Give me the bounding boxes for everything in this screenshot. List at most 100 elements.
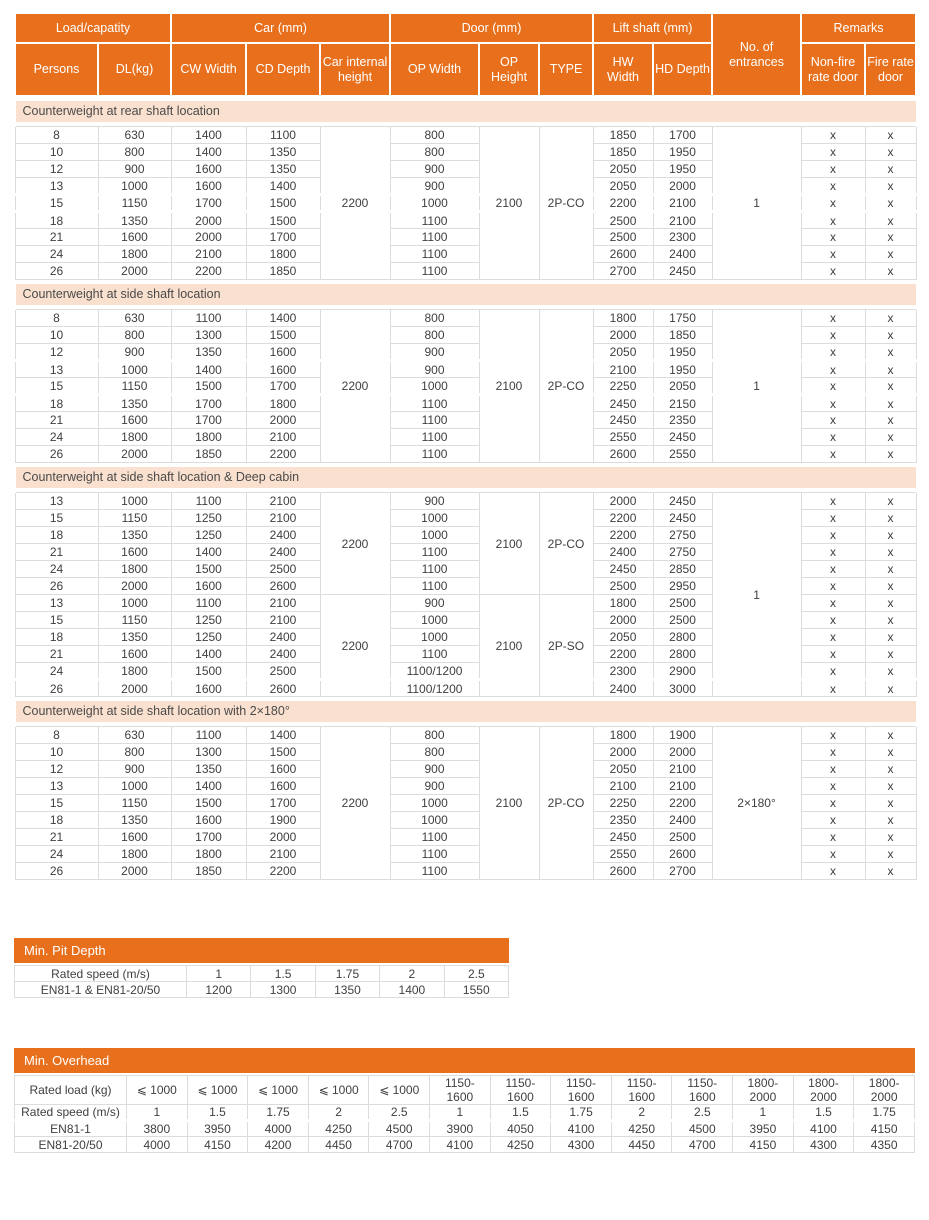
- value-cell: 2: [379, 965, 445, 982]
- cell-hw-width: 2100: [592, 360, 654, 378]
- column-header: CW Width: [170, 42, 248, 97]
- cell-cw-width: 1500: [170, 662, 247, 681]
- value-cell: 1800-2000: [732, 1075, 794, 1105]
- cell-cw-width: 1250: [170, 526, 247, 544]
- cell-op-width: 900: [389, 777, 480, 795]
- column-header: OP Height: [478, 42, 541, 97]
- cell-persons: 15: [14, 194, 99, 213]
- value-cell: 4100: [429, 1136, 491, 1153]
- cell-cd-depth: 2200: [245, 862, 321, 880]
- cell-cd-depth: 1700: [245, 228, 321, 246]
- cell-cd-depth: 1350: [245, 143, 321, 161]
- cell-hw-width: 2100: [592, 777, 654, 795]
- cell-op-width: 1100: [389, 245, 480, 263]
- cell-cd-depth: 2100: [245, 611, 321, 629]
- min-overhead-section: Min. Overhead Rated load (kg) ⩽ 1000 ⩽ 100…: [14, 1048, 915, 1153]
- column-header: Fire rate door: [864, 42, 918, 97]
- cell-hw-width: 2050: [592, 160, 654, 178]
- cell-hw-width: 1800: [592, 309, 654, 327]
- cell-door-type: 2P-SO: [538, 594, 594, 697]
- cell-hw-width: 1800: [592, 726, 654, 744]
- cell-op-width: 1100/1200: [389, 662, 480, 681]
- cell-cw-width: 2000: [170, 211, 247, 229]
- column-header: HW Width: [592, 42, 655, 97]
- cell-dl: 1800: [97, 845, 172, 863]
- cell-dl: 1150: [97, 794, 172, 812]
- cell-cw-width: 2200: [170, 262, 247, 280]
- value-cell: 1150-1600: [489, 1075, 552, 1105]
- cell-hw-width: 2450: [592, 560, 654, 578]
- row-label: EN81-20/50: [14, 1136, 127, 1153]
- cell-cw-width: 1400: [170, 645, 247, 663]
- cell-cw-width: 1700: [170, 394, 247, 412]
- cell-cw-width: 1250: [170, 628, 247, 646]
- value-cell: ⩽ 1000: [186, 1075, 249, 1105]
- cell-cd-depth: 1800: [245, 245, 321, 263]
- value-cell: 3950: [186, 1120, 249, 1137]
- section-band-cell: Counterweight at rear shaft location: [14, 96, 917, 127]
- value-cell: ⩽ 1000: [247, 1075, 309, 1105]
- cell-cw-width: 1500: [170, 377, 247, 396]
- group-header: Lift shaft (mm): [592, 12, 714, 44]
- cell-non-fire-door: x: [800, 628, 866, 646]
- cell-dl: 630: [97, 309, 172, 327]
- value-cell: 1200: [185, 981, 252, 998]
- cell-cw-width: 1250: [170, 611, 247, 629]
- cell-cd-depth: 2400: [245, 645, 321, 663]
- row-label: Rated load (kg): [14, 1075, 127, 1105]
- cell-non-fire-door: x: [800, 160, 866, 178]
- group-header: Car (mm): [170, 12, 392, 44]
- cell-hw-width: 2500: [592, 577, 654, 595]
- cell-persons: 12: [14, 343, 99, 362]
- cell-non-fire-door: x: [800, 143, 866, 161]
- cell-op-width: 800: [389, 743, 480, 761]
- cell-hd-depth: 2350: [652, 411, 713, 429]
- cell-dl: 1600: [97, 411, 172, 429]
- cell-cd-depth: 2400: [245, 543, 321, 561]
- cell-op-width: 900: [389, 760, 480, 778]
- cell-cw-width: 1850: [170, 445, 247, 463]
- cell-persons: 18: [14, 211, 99, 229]
- cell-persons: 26: [14, 445, 99, 463]
- cell-cw-width: 1500: [170, 560, 247, 578]
- cell-fire-door: x: [864, 343, 917, 362]
- value-cell: 4100: [792, 1120, 855, 1137]
- row-label: EN81-1 & EN81-20/50: [14, 981, 187, 998]
- cell-hd-depth: 2000: [652, 743, 713, 761]
- cell-cd-depth: 2400: [245, 526, 321, 544]
- cell-cd-depth: 1900: [245, 811, 321, 829]
- cell-non-fire-door: x: [800, 611, 866, 629]
- cell-cw-width: 1400: [170, 360, 247, 378]
- cell-non-fire-door: x: [800, 679, 866, 697]
- cell-hw-width: 2350: [592, 811, 654, 829]
- column-header: CD Depth: [245, 42, 322, 97]
- cell-cd-depth: 1700: [245, 794, 321, 812]
- cell-op-width: 1100: [389, 828, 480, 846]
- min-overhead-title: Min. Overhead: [14, 1048, 915, 1073]
- cell-persons: 26: [14, 577, 99, 595]
- cell-hw-width: 2200: [592, 645, 654, 663]
- cell-fire-door: x: [864, 777, 917, 795]
- cell-persons: 24: [14, 560, 99, 578]
- cell-hd-depth: 2400: [652, 245, 713, 263]
- cell-persons: 12: [14, 160, 99, 178]
- cell-op-width: 1100: [389, 577, 480, 595]
- cell-op-width: 900: [389, 343, 480, 362]
- cell-cd-depth: 2200: [245, 445, 321, 463]
- cell-non-fire-door: x: [800, 309, 866, 327]
- cell-fire-door: x: [864, 743, 917, 761]
- cell-dl: 1350: [97, 628, 172, 646]
- cell-fire-door: x: [864, 611, 917, 629]
- cell-hd-depth: 2550: [652, 445, 713, 463]
- cell-dl: 900: [97, 343, 172, 362]
- cell-dl: 2000: [97, 445, 172, 463]
- cell-op-width: 1000: [389, 509, 480, 527]
- cell-hw-width: 2450: [592, 411, 654, 429]
- cell-persons: 18: [14, 628, 99, 646]
- value-cell: 4150: [732, 1136, 794, 1153]
- cell-persons: 13: [14, 360, 99, 378]
- cell-persons: 10: [14, 326, 99, 344]
- cell-door-type: 2P-CO: [538, 126, 594, 280]
- value-cell: 1150-1600: [671, 1075, 734, 1105]
- value-cell: 4500: [368, 1120, 431, 1137]
